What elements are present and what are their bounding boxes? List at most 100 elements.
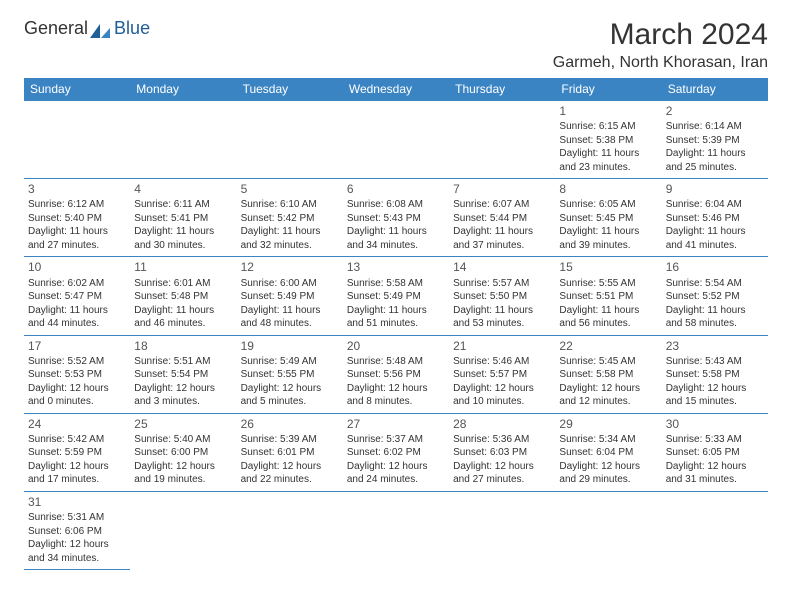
day-sunrise: Sunrise: 6:08 AM	[347, 198, 445, 212]
day-sunrise: Sunrise: 5:33 AM	[666, 433, 764, 447]
day-number: 21	[453, 338, 551, 354]
calendar-day-cell: 14Sunrise: 5:57 AMSunset: 5:50 PMDayligh…	[449, 257, 555, 335]
day-number: 24	[28, 416, 126, 432]
calendar-day-cell	[237, 101, 343, 179]
calendar-day-cell: 9Sunrise: 6:04 AMSunset: 5:46 PMDaylight…	[662, 179, 768, 257]
day-sunrise: Sunrise: 6:05 AM	[559, 198, 657, 212]
day-day1: Daylight: 11 hours	[134, 304, 232, 318]
day-day1: Daylight: 12 hours	[28, 382, 126, 396]
calendar-day-cell: 17Sunrise: 5:52 AMSunset: 5:53 PMDayligh…	[24, 335, 130, 413]
day-sunset: Sunset: 6:03 PM	[453, 446, 551, 460]
day-day1: Daylight: 12 hours	[666, 382, 764, 396]
day-sunset: Sunset: 5:38 PM	[559, 134, 657, 148]
calendar-day-cell: 21Sunrise: 5:46 AMSunset: 5:57 PMDayligh…	[449, 335, 555, 413]
day-sunrise: Sunrise: 6:04 AM	[666, 198, 764, 212]
calendar-week-row: 31Sunrise: 5:31 AMSunset: 6:06 PMDayligh…	[24, 491, 768, 569]
day-sunrise: Sunrise: 6:15 AM	[559, 120, 657, 134]
day-sunset: Sunset: 6:04 PM	[559, 446, 657, 460]
day-sunset: Sunset: 6:02 PM	[347, 446, 445, 460]
day-day1: Daylight: 11 hours	[666, 147, 764, 161]
calendar-day-cell	[555, 491, 661, 569]
day-sunrise: Sunrise: 6:01 AM	[134, 277, 232, 291]
calendar-day-cell: 20Sunrise: 5:48 AMSunset: 5:56 PMDayligh…	[343, 335, 449, 413]
day-sunrise: Sunrise: 5:39 AM	[241, 433, 339, 447]
day-number: 10	[28, 259, 126, 275]
day-sunrise: Sunrise: 6:02 AM	[28, 277, 126, 291]
day-number: 12	[241, 259, 339, 275]
day-sunrise: Sunrise: 6:14 AM	[666, 120, 764, 134]
calendar-day-cell: 10Sunrise: 6:02 AMSunset: 5:47 PMDayligh…	[24, 257, 130, 335]
day-day1: Daylight: 12 hours	[559, 382, 657, 396]
day-sunset: Sunset: 5:41 PM	[134, 212, 232, 226]
calendar-day-cell: 24Sunrise: 5:42 AMSunset: 5:59 PMDayligh…	[24, 413, 130, 491]
day-sunrise: Sunrise: 5:54 AM	[666, 277, 764, 291]
day-day2: and 5 minutes.	[241, 395, 339, 409]
day-day1: Daylight: 11 hours	[241, 304, 339, 318]
day-day2: and 34 minutes.	[28, 552, 126, 566]
day-sunrise: Sunrise: 6:07 AM	[453, 198, 551, 212]
day-day2: and 56 minutes.	[559, 317, 657, 331]
location: Garmeh, North Khorasan, Iran	[553, 54, 768, 72]
day-day2: and 17 minutes.	[28, 473, 126, 487]
day-sunrise: Sunrise: 5:48 AM	[347, 355, 445, 369]
day-day1: Daylight: 12 hours	[347, 460, 445, 474]
day-sunset: Sunset: 5:56 PM	[347, 368, 445, 382]
day-number: 27	[347, 416, 445, 432]
calendar-day-cell: 5Sunrise: 6:10 AMSunset: 5:42 PMDaylight…	[237, 179, 343, 257]
day-number: 7	[453, 181, 551, 197]
day-sunrise: Sunrise: 5:42 AM	[28, 433, 126, 447]
day-day1: Daylight: 11 hours	[28, 225, 126, 239]
calendar-day-cell	[662, 491, 768, 569]
day-day1: Daylight: 12 hours	[241, 382, 339, 396]
day-number: 4	[134, 181, 232, 197]
day-day2: and 3 minutes.	[134, 395, 232, 409]
calendar-day-cell	[237, 491, 343, 569]
day-number: 14	[453, 259, 551, 275]
calendar-day-cell	[449, 101, 555, 179]
day-number: 19	[241, 338, 339, 354]
day-day2: and 41 minutes.	[666, 239, 764, 253]
day-number: 15	[559, 259, 657, 275]
day-day2: and 15 minutes.	[666, 395, 764, 409]
day-sunrise: Sunrise: 5:34 AM	[559, 433, 657, 447]
day-number: 31	[28, 494, 126, 510]
calendar-day-cell: 18Sunrise: 5:51 AMSunset: 5:54 PMDayligh…	[130, 335, 236, 413]
day-day1: Daylight: 12 hours	[347, 382, 445, 396]
day-sunset: Sunset: 5:57 PM	[453, 368, 551, 382]
day-number: 20	[347, 338, 445, 354]
day-day1: Daylight: 11 hours	[241, 225, 339, 239]
day-number: 6	[347, 181, 445, 197]
day-day2: and 51 minutes.	[347, 317, 445, 331]
day-day2: and 25 minutes.	[666, 161, 764, 175]
weekday-header: Tuesday	[237, 78, 343, 101]
day-sunset: Sunset: 6:01 PM	[241, 446, 339, 460]
weekday-header: Monday	[130, 78, 236, 101]
weekday-header: Friday	[555, 78, 661, 101]
calendar-day-cell	[343, 491, 449, 569]
day-day1: Daylight: 12 hours	[28, 460, 126, 474]
calendar-day-cell: 16 Sunrise: 5:54 AMSunset: 5:52 PMDayligh…	[662, 257, 768, 335]
day-number: 16	[666, 259, 764, 275]
day-sunrise: Sunrise: 5:31 AM	[28, 511, 126, 525]
calendar-day-cell: 4Sunrise: 6:11 AMSunset: 5:41 PMDaylight…	[130, 179, 236, 257]
calendar-day-cell: 26Sunrise: 5:39 AMSunset: 6:01 PMDayligh…	[237, 413, 343, 491]
day-sunset: Sunset: 5:48 PM	[134, 290, 232, 304]
calendar-day-cell: 27Sunrise: 5:37 AMSunset: 6:02 PMDayligh…	[343, 413, 449, 491]
day-day2: and 27 minutes.	[453, 473, 551, 487]
day-sunset: Sunset: 5:58 PM	[666, 368, 764, 382]
calendar-day-cell	[343, 101, 449, 179]
day-day1: Daylight: 11 hours	[666, 304, 764, 318]
day-sunset: Sunset: 5:46 PM	[666, 212, 764, 226]
day-day2: and 48 minutes.	[241, 317, 339, 331]
day-sunset: Sunset: 5:47 PM	[28, 290, 126, 304]
day-sunset: Sunset: 5:51 PM	[559, 290, 657, 304]
day-sunrise: Sunrise: 5:45 AM	[559, 355, 657, 369]
sail-icon	[90, 22, 112, 36]
day-day1: Daylight: 11 hours	[559, 225, 657, 239]
header: General Blue March 2024 Garmeh, North Kh…	[24, 18, 768, 72]
day-sunset: Sunset: 5:52 PM	[666, 290, 764, 304]
day-day1: Daylight: 12 hours	[28, 538, 126, 552]
day-number: 3	[28, 181, 126, 197]
day-sunrise: Sunrise: 6:10 AM	[241, 198, 339, 212]
day-sunset: Sunset: 5:40 PM	[28, 212, 126, 226]
